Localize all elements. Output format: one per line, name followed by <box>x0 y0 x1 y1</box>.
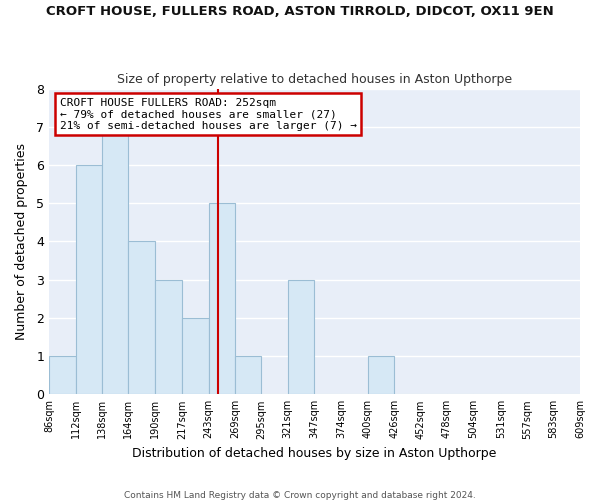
X-axis label: Distribution of detached houses by size in Aston Upthorpe: Distribution of detached houses by size … <box>133 447 497 460</box>
Bar <box>128 242 155 394</box>
Text: Contains HM Land Registry data © Crown copyright and database right 2024.: Contains HM Land Registry data © Crown c… <box>124 490 476 500</box>
Text: CROFT HOUSE FULLERS ROAD: 252sqm
← 79% of detached houses are smaller (27)
21% o: CROFT HOUSE FULLERS ROAD: 252sqm ← 79% o… <box>60 98 357 131</box>
Title: Size of property relative to detached houses in Aston Upthorpe: Size of property relative to detached ho… <box>117 73 512 86</box>
Text: CROFT HOUSE, FULLERS ROAD, ASTON TIRROLD, DIDCOT, OX11 9EN: CROFT HOUSE, FULLERS ROAD, ASTON TIRROLD… <box>46 5 554 18</box>
Bar <box>76 165 102 394</box>
Bar <box>182 318 209 394</box>
Bar <box>155 280 182 394</box>
Y-axis label: Number of detached properties: Number of detached properties <box>15 143 28 340</box>
Bar <box>235 356 262 395</box>
Bar <box>209 203 235 394</box>
Bar <box>49 356 76 395</box>
Bar <box>102 127 128 394</box>
Bar <box>288 280 314 394</box>
Bar <box>368 356 394 395</box>
